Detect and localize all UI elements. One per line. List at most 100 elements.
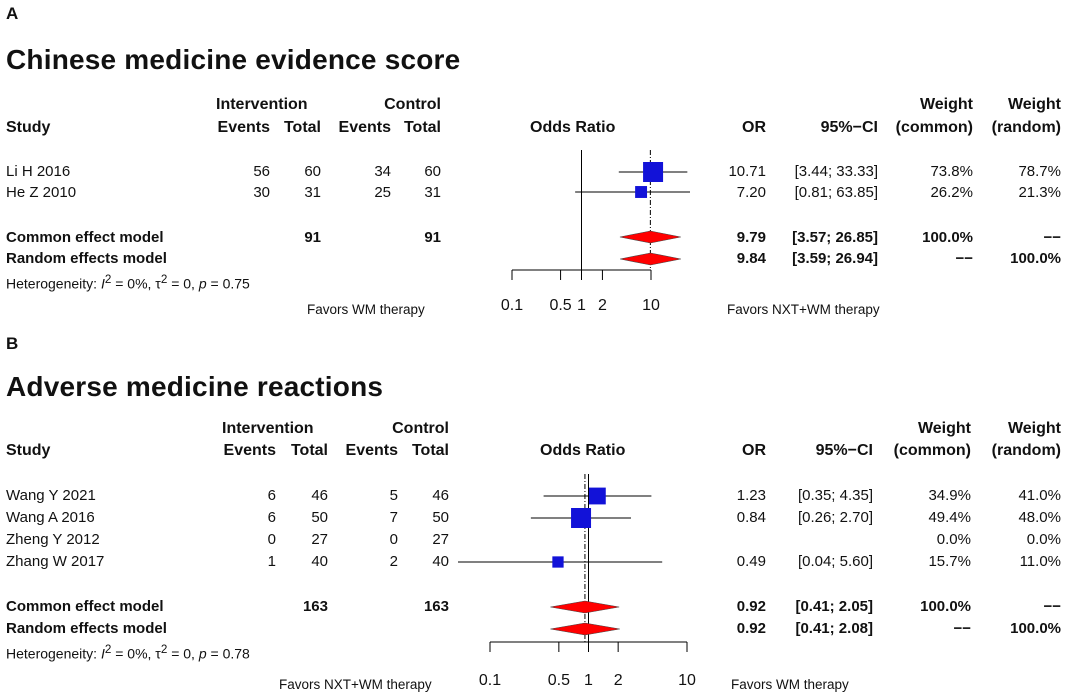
header-control: Control (384, 96, 441, 113)
random-or: 9.84 (736, 250, 766, 267)
header-intervention: Intervention (222, 420, 314, 437)
common-ctl-total: 91 (424, 229, 441, 246)
study-name: Zhang W 2017 (6, 553, 105, 570)
study-name: Li H 2016 (6, 163, 71, 180)
favors-left-label: Favors WM therapy (307, 302, 425, 317)
ctl-total: 50 (432, 509, 449, 526)
study-name: Wang A 2016 (6, 509, 95, 526)
ctl-total: 46 (432, 487, 449, 504)
forest-plot-area: 0.1 0.5 1 2 10 (501, 150, 690, 314)
int-events: 0 (267, 531, 276, 548)
header-weight-random: Weight (1007, 420, 1061, 437)
weight-random: 78.7% (1018, 163, 1061, 180)
header-int-total: Total (290, 442, 328, 459)
int-total: 60 (304, 163, 321, 180)
study-name: Zheng Y 2012 (6, 531, 100, 548)
x-tick-label: 1 (577, 297, 586, 314)
x-tick-label: 2 (614, 672, 623, 689)
header-weight-common: Weight (919, 96, 973, 113)
random-effects-diamond (620, 252, 681, 266)
ctl-total: 27 (432, 531, 449, 548)
random-effects-label: Random effects model (6, 620, 167, 637)
common-effect-label: Common effect model (6, 229, 164, 246)
random-effects-diamond (550, 622, 620, 636)
weight-common: 49.4% (928, 509, 971, 526)
ctl-events: 5 (389, 487, 398, 504)
common-effect-diamond (550, 600, 620, 614)
header-weight-random: Weight (1007, 96, 1061, 113)
favors-left-label: Favors NXT+WM therapy (279, 677, 432, 692)
ci-value: [0.81; 63.85] (794, 184, 878, 201)
random-weight-common: −− (953, 620, 971, 637)
panel-label: B (6, 334, 19, 353)
header-ci: 95%−CI (820, 119, 878, 136)
weight-common: 34.9% (928, 487, 971, 504)
common-effect-label: Common effect model (6, 598, 164, 615)
study-square (635, 186, 648, 198)
study-square (571, 508, 592, 528)
forest-plot-area: 0.1 0.5 1 2 10 (458, 474, 696, 689)
random-weight-common: −− (955, 250, 973, 267)
common-weight-random: −− (1043, 229, 1061, 246)
header-odds-ratio: Odds Ratio (540, 442, 626, 459)
int-total: 31 (304, 184, 321, 201)
ctl-total: 60 (424, 163, 441, 180)
study-square (643, 162, 664, 182)
int-events: 1 (267, 553, 276, 570)
heterogeneity-text: Heterogeneity: I2 = 0%, τ2 = 0, p = 0.78 (6, 643, 250, 662)
x-tick-label: 0.1 (501, 297, 523, 314)
header-weight-common-sub: (common) (893, 442, 971, 459)
weight-common: 26.2% (930, 184, 973, 201)
ctl-total: 40 (432, 553, 449, 570)
common-ci: [3.57; 26.85] (792, 229, 878, 246)
forest-panel-a: A Chinese medicine evidence score Interv… (0, 0, 1065, 346)
or-value: 1.23 (736, 487, 766, 504)
favors-right-label: Favors WM therapy (731, 677, 849, 692)
random-ci: [0.41; 2.08] (795, 620, 873, 637)
int-total: 27 (311, 531, 328, 548)
x-tick-label: 0.5 (549, 297, 571, 314)
header-ctl-total: Total (411, 442, 449, 459)
weight-common: 15.7% (928, 553, 971, 570)
header-ctl-events: Events (345, 442, 398, 459)
ctl-total: 31 (424, 184, 441, 201)
header-weight-common: Weight (917, 420, 971, 437)
header-int-events: Events (223, 442, 276, 459)
common-ctl-total: 163 (423, 598, 449, 615)
or-value: 10.71 (728, 163, 766, 180)
chart-title: Adverse medicine reactions (6, 371, 384, 402)
header-ci: 95%−CI (815, 442, 873, 459)
x-tick-label: 0.5 (548, 672, 570, 689)
int-events: 30 (253, 184, 270, 201)
ci-value: [0.26; 2.70] (797, 509, 873, 526)
int-events: 6 (267, 509, 276, 526)
header-or: OR (742, 119, 766, 136)
header-weight-random-sub: (random) (991, 442, 1061, 459)
weight-random: 0.0% (1026, 531, 1061, 548)
ci-value: [0.04; 5.60] (797, 553, 873, 570)
int-events: 56 (253, 163, 270, 180)
study-square (552, 556, 564, 568)
weight-random: 21.3% (1018, 184, 1061, 201)
header-int-total: Total (283, 119, 321, 136)
or-value: 0.49 (736, 553, 766, 570)
header-control: Control (392, 420, 449, 437)
x-tick-label: 2 (598, 297, 607, 314)
weight-random: 41.0% (1018, 487, 1061, 504)
common-weight-common: 100.0% (922, 229, 973, 246)
ci-value: [0.35; 4.35] (797, 487, 873, 504)
random-weight-random: 100.0% (1010, 620, 1061, 637)
random-weight-random: 100.0% (1010, 250, 1061, 267)
ci-value: [3.44; 33.33] (794, 163, 878, 180)
ctl-events: 34 (374, 163, 391, 180)
header-odds-ratio: Odds Ratio (530, 119, 616, 136)
weight-common: 0.0% (936, 531, 971, 548)
study-name: He Z 2010 (6, 184, 77, 201)
common-effect-diamond (619, 230, 681, 244)
study-name: Wang Y 2021 (6, 487, 96, 504)
int-total: 50 (311, 509, 328, 526)
common-weight-random: −− (1043, 598, 1061, 615)
x-tick-label: 0.1 (479, 672, 501, 689)
int-total: 40 (311, 553, 328, 570)
common-int-total: 91 (304, 229, 321, 246)
